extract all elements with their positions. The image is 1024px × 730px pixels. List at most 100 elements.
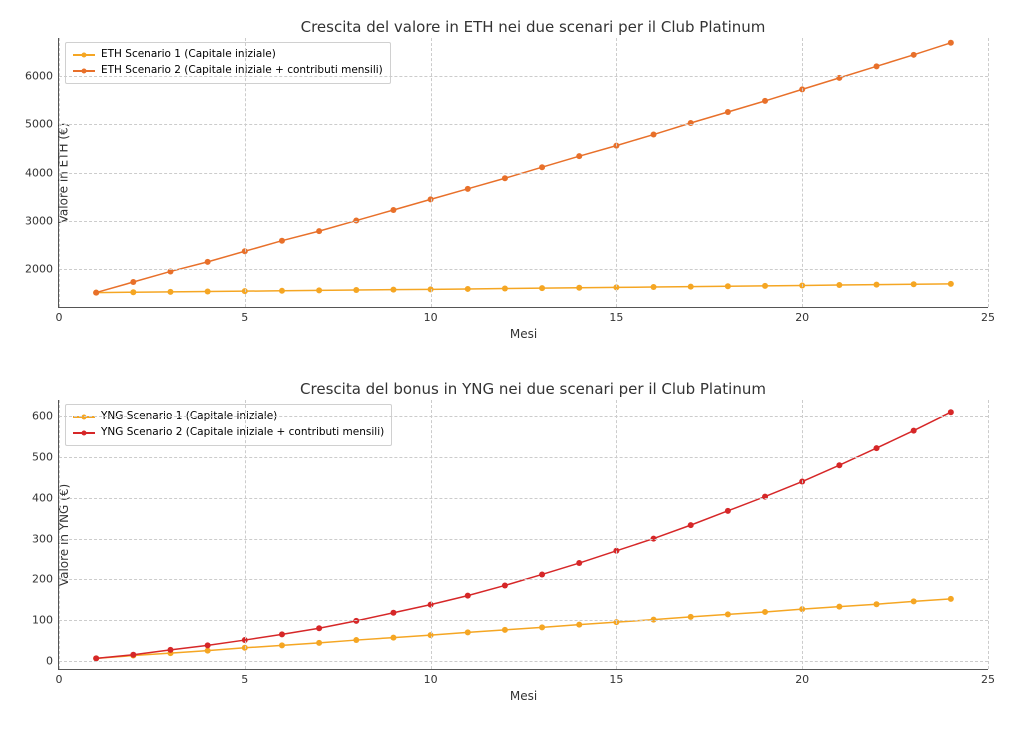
series-marker	[836, 604, 842, 610]
legend-swatch	[73, 70, 95, 72]
series-marker	[576, 560, 582, 566]
series-marker	[576, 285, 582, 291]
series-marker	[130, 652, 136, 658]
series-marker	[502, 582, 508, 588]
series-marker	[465, 629, 471, 635]
series-marker	[465, 286, 471, 292]
gridline-h	[59, 661, 988, 662]
xtick-label: 20	[795, 307, 809, 324]
gridline-h	[59, 221, 988, 222]
series-marker	[651, 284, 657, 290]
gridline-v	[988, 400, 989, 669]
gridline-h	[59, 539, 988, 540]
series-line	[96, 599, 951, 659]
ytick-label: 5000	[25, 118, 59, 131]
ytick-label: 400	[32, 491, 59, 504]
ytick-label: 200	[32, 573, 59, 586]
series-marker	[725, 109, 731, 115]
gridline-v	[245, 38, 246, 307]
gridline-v	[616, 38, 617, 307]
gridline-h	[59, 269, 988, 270]
series-marker	[725, 611, 731, 617]
xlabel-eth: Mesi	[510, 307, 537, 341]
series-marker	[502, 627, 508, 633]
series-marker	[205, 289, 211, 295]
series-marker	[836, 462, 842, 468]
series-marker	[502, 286, 508, 292]
series-marker	[762, 283, 768, 289]
figure: Crescita del valore in ETH nei due scena…	[0, 0, 1024, 730]
xtick-label: 0	[56, 307, 63, 324]
plot-area-yng: Valore in YNG (€) Mesi YNG Scenario 1 (C…	[58, 400, 988, 670]
series-marker	[279, 642, 285, 648]
subplot-yng: Crescita del bonus in YNG nei due scenar…	[58, 380, 1008, 705]
series-marker	[465, 593, 471, 599]
gridline-v	[245, 400, 246, 669]
gridline-h	[59, 620, 988, 621]
series-marker	[911, 428, 917, 434]
gridline-h	[59, 173, 988, 174]
series-marker	[205, 259, 211, 265]
series-marker	[205, 648, 211, 654]
gridline-h	[59, 498, 988, 499]
gridline-v	[431, 38, 432, 307]
series-marker	[762, 98, 768, 104]
ytick-label: 300	[32, 532, 59, 545]
gridline-v	[59, 38, 60, 307]
series-marker	[836, 282, 842, 288]
series-marker	[911, 52, 917, 58]
xtick-label: 5	[241, 669, 248, 686]
series-marker	[874, 445, 880, 451]
ytick-label: 500	[32, 451, 59, 464]
series-marker	[911, 281, 917, 287]
gridline-v	[59, 400, 60, 669]
series-marker	[316, 625, 322, 631]
xtick-label: 10	[424, 669, 438, 686]
series-marker	[576, 153, 582, 159]
gridline-v	[988, 38, 989, 307]
legend-label: ETH Scenario 1 (Capitale iniziale)	[101, 47, 276, 63]
gridline-v	[802, 400, 803, 669]
ytick-label: 4000	[25, 166, 59, 179]
legend-item: YNG Scenario 2 (Capitale iniziale + cont…	[73, 425, 384, 441]
series-marker	[205, 642, 211, 648]
series-marker	[353, 637, 359, 643]
plot-area-eth: Valore in ETH (€) Mesi ETH Scenario 1 (C…	[58, 38, 988, 308]
series-marker	[539, 571, 545, 577]
series-marker	[576, 622, 582, 628]
ytick-label: 3000	[25, 214, 59, 227]
ytick-label: 2000	[25, 262, 59, 275]
gridline-h	[59, 76, 988, 77]
series-marker	[279, 631, 285, 637]
subplot-eth: Crescita del valore in ETH nei due scena…	[58, 18, 1008, 343]
gridline-v	[616, 400, 617, 669]
series-marker	[874, 63, 880, 69]
gridline-v	[431, 400, 432, 669]
series-marker	[874, 601, 880, 607]
series-marker	[502, 175, 508, 181]
series-marker	[688, 284, 694, 290]
series-marker	[167, 289, 173, 295]
ytick-label: 6000	[25, 70, 59, 83]
series-marker	[316, 228, 322, 234]
gridline-h	[59, 579, 988, 580]
series-marker	[390, 610, 396, 616]
series-marker	[390, 635, 396, 641]
series-line	[96, 412, 951, 658]
legend-item: ETH Scenario 1 (Capitale iniziale)	[73, 47, 383, 63]
legend-yng: YNG Scenario 1 (Capitale iniziale)YNG Sc…	[65, 404, 392, 446]
xtick-label: 0	[56, 669, 63, 686]
series-marker	[539, 164, 545, 170]
xtick-label: 15	[609, 307, 623, 324]
series-marker	[651, 132, 657, 138]
series-marker	[279, 238, 285, 244]
series-marker	[725, 508, 731, 514]
series-marker	[762, 609, 768, 615]
series-marker	[390, 207, 396, 213]
xtick-label: 5	[241, 307, 248, 324]
xtick-label: 10	[424, 307, 438, 324]
legend-swatch	[73, 432, 95, 434]
series-marker	[316, 287, 322, 293]
series-marker	[948, 281, 954, 287]
series-marker	[688, 614, 694, 620]
